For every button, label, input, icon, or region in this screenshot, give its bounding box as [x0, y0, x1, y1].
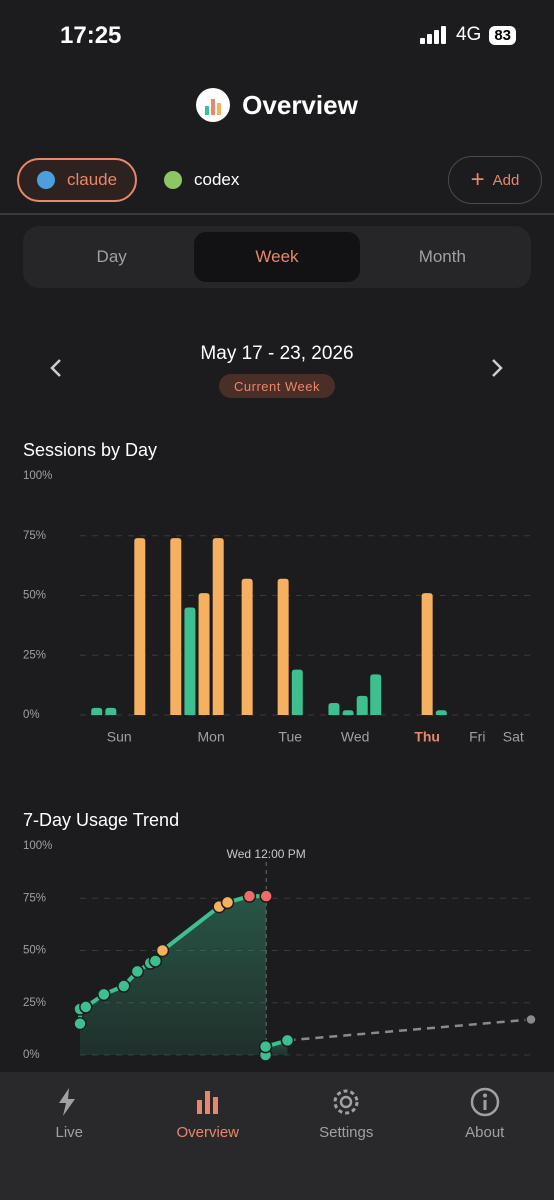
- nav-item[interactable]: Overview: [139, 1072, 278, 1200]
- provider-dot: [164, 171, 182, 189]
- nav-label: About: [465, 1124, 505, 1141]
- provider-tab[interactable]: codex: [146, 158, 257, 202]
- y-tick-label: 0%: [23, 1049, 40, 1061]
- chart-title: Sessions by Day: [23, 440, 157, 460]
- nav-item[interactable]: Settings: [277, 1072, 416, 1200]
- point: [148, 954, 163, 968]
- point: [117, 979, 131, 993]
- nav-icon: [59, 1088, 76, 1116]
- date-range: May 17 - 23, 2026: [200, 343, 354, 364]
- point: [79, 1000, 93, 1014]
- provider-dot: [37, 171, 55, 189]
- charts: Sessions by Day 0% 25% 50% 75% 100% Sun Mon Tue W…: [23, 440, 537, 1062]
- bar: [421, 593, 433, 715]
- x-tick-label: Tue: [278, 729, 302, 745]
- nav-item[interactable]: About: [416, 1072, 554, 1200]
- status-icons: 4G 83: [419, 24, 516, 46]
- bar: [291, 669, 303, 715]
- bar: [212, 538, 224, 715]
- battery: 83: [489, 25, 516, 45]
- signal-icon: [419, 26, 446, 44]
- y-tick-label: 25%: [23, 997, 46, 1009]
- y-tick-label: 25%: [23, 649, 46, 661]
- y-tick-label: 0%: [23, 709, 40, 721]
- y-tick-label: 75%: [23, 530, 46, 542]
- bar: [198, 593, 210, 715]
- point: [130, 964, 145, 979]
- y-tick-label: 50%: [23, 590, 46, 602]
- point: [280, 1033, 295, 1048]
- provider-label: claude: [67, 170, 118, 189]
- x-tick-label: Thu: [414, 729, 440, 745]
- prev-button[interactable]: [48, 358, 66, 378]
- period-tab[interactable]: Month: [418, 247, 466, 266]
- nav-label: Overview: [176, 1124, 239, 1141]
- line: [287, 1018, 532, 1042]
- nav-icon: [333, 1089, 359, 1115]
- y-tick-label: 75%: [23, 892, 46, 904]
- bar: [356, 695, 368, 715]
- nav-label: Live: [55, 1124, 84, 1141]
- next-button[interactable]: [488, 358, 506, 378]
- header: Overview: [0, 88, 554, 122]
- chart-title: 7-Day Usage Trend: [23, 810, 179, 830]
- provider-label: codex: [194, 170, 240, 189]
- bar: [435, 710, 447, 715]
- point: [73, 1016, 87, 1031]
- page-title: Overview: [242, 89, 358, 120]
- bar: [342, 710, 354, 715]
- period-tab[interactable]: Week: [194, 232, 360, 282]
- bar: [105, 707, 117, 715]
- y-tick-label: 100%: [23, 470, 52, 482]
- x-tick-label: Mon: [198, 729, 225, 745]
- app-logo: [196, 88, 231, 122]
- nav-icon: [196, 1091, 218, 1114]
- status-time: 17:25: [60, 22, 122, 49]
- bar: [328, 703, 340, 715]
- period-tab[interactable]: Day: [96, 247, 127, 266]
- point: [259, 889, 273, 903]
- add-label: Add: [492, 171, 520, 189]
- x-tick-label: Sat: [503, 729, 524, 745]
- add-button[interactable]: + Add: [448, 156, 542, 204]
- area: [80, 896, 267, 1055]
- provider-tab[interactable]: claude: [17, 158, 138, 202]
- current-week-badge: Current Week: [219, 374, 335, 398]
- bar: [91, 707, 103, 715]
- network: 4G: [455, 24, 482, 45]
- point: [155, 943, 170, 958]
- point: [220, 895, 235, 910]
- point: [97, 987, 111, 1002]
- y-tick-label: 50%: [23, 945, 46, 957]
- bar: [277, 578, 289, 715]
- bar: [184, 607, 196, 715]
- point: [242, 889, 257, 903]
- divider: [0, 213, 554, 215]
- nav-label: Settings: [319, 1124, 374, 1141]
- annotation-label: Wed 12:00 PM: [227, 847, 306, 861]
- y-tick-label: 100%: [23, 840, 52, 852]
- point: [258, 1039, 273, 1054]
- bar: [241, 578, 253, 715]
- nav-item[interactable]: Live: [0, 1072, 139, 1200]
- x-tick-label: Sun: [107, 729, 132, 745]
- period-tabs: Day Week Month: [23, 226, 531, 288]
- nav-icon: [470, 1087, 499, 1117]
- bottom-nav: Live Overview Settings About: [0, 1072, 554, 1200]
- x-tick-label: Fri: [469, 729, 485, 745]
- point: [525, 1013, 537, 1026]
- x-tick-label: Wed: [341, 729, 370, 745]
- bar: [170, 538, 182, 715]
- bar: [134, 538, 146, 715]
- bar: [370, 674, 382, 715]
